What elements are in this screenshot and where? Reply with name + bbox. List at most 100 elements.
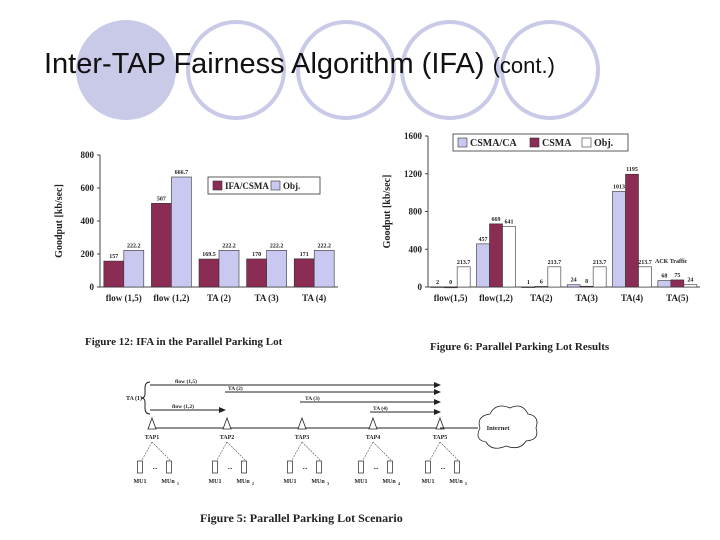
data-label: 1013 (613, 184, 625, 190)
decorative-circle-2 (186, 20, 286, 120)
slide-title-main: Inter-TAP Fairness Algorithm (IFA) (44, 48, 485, 80)
bar-obj (171, 176, 192, 288)
wireless-link (226, 441, 246, 461)
y-tick-label: 400 (81, 216, 95, 226)
tap-antenna-icon (147, 416, 157, 430)
data-label: 6 (540, 279, 543, 285)
mu-label: MUn (449, 479, 463, 485)
mu-label: MU1 (209, 479, 222, 485)
data-label: 507 (157, 196, 166, 202)
legend-swatch (457, 137, 468, 148)
mobile-user-icon (166, 460, 172, 474)
bar-obj (123, 250, 145, 288)
y-tick-label: 0 (418, 282, 423, 292)
bar-obj (547, 266, 562, 288)
data-label: 666.7 (175, 170, 189, 176)
legend-label: Obj. (283, 181, 300, 191)
internet-cloud-icon (477, 405, 538, 449)
figure6-caption: Figure 6: Parallel Parking Lot Results (430, 341, 610, 353)
x-tick-label: flow (1,2) (153, 293, 189, 303)
bar-csma (625, 173, 639, 288)
data-label: 222.2 (270, 243, 284, 249)
mu-label: MU1 (134, 479, 147, 485)
wireless-link (151, 441, 171, 461)
mu-label: MUn (382, 479, 396, 485)
mu-label: MUn (311, 479, 325, 485)
decorative-circle-4 (400, 20, 500, 120)
data-label: 75 (674, 273, 680, 279)
data-label: 2 (436, 280, 439, 286)
figure5-caption: Figure 5: Parallel Parking Lot Scenario (200, 511, 403, 525)
tap-label: TAP5 (433, 435, 448, 441)
x-tick-label: TA (2) (207, 293, 231, 303)
mobile-user-icon (241, 460, 247, 474)
mu-subscript: 4 (398, 481, 400, 486)
decorative-circle-5 (500, 20, 600, 120)
mu-label: MU1 (355, 479, 368, 485)
mobile-user-icon (316, 460, 322, 474)
flow-label: TA (4) (373, 405, 388, 412)
flow-label: TA (2) (228, 385, 243, 392)
y-tick-label: 0 (90, 282, 95, 292)
y-tick-label: 800 (81, 150, 95, 160)
data-label: 222.2 (127, 243, 141, 249)
legend-swatch (212, 180, 223, 191)
mu-label: MU1 (284, 479, 297, 485)
data-label: 222.2 (222, 243, 236, 249)
data-label: 170 (252, 252, 261, 258)
data-label: 24 (687, 278, 693, 284)
wireless-link (141, 441, 153, 461)
ack-traffic-annotation: ACK Traffic (655, 259, 688, 265)
data-label: 24 (571, 278, 577, 284)
legend-box (207, 176, 321, 195)
bar-csma (670, 279, 685, 288)
mu-dots: ... (228, 465, 233, 471)
ta1-brace (140, 381, 151, 415)
wireless-link (439, 441, 459, 461)
wireless-link (429, 441, 441, 461)
tap-label: TAP4 (366, 435, 381, 441)
legend-label: IFA/CSMA (225, 181, 269, 191)
tap-label: TAP1 (145, 435, 160, 441)
data-label: 171 (300, 252, 309, 258)
slide-title-suffix: (cont.) (492, 53, 555, 78)
bar-obj (502, 226, 516, 288)
wireless-link (291, 441, 303, 461)
tap-label: TAP2 (220, 435, 235, 441)
data-label: 213.7 (548, 260, 562, 266)
x-tick-label: TA(2) (530, 293, 552, 303)
tap-antenna-icon (297, 416, 307, 430)
ta1-label: TA (1) (126, 395, 142, 402)
mu-dots: ... (153, 465, 158, 471)
mu-dots: ... (303, 465, 308, 471)
y-tick-label: 1600 (404, 131, 423, 141)
x-tick-label: TA (3) (255, 293, 279, 303)
flow-label: flow (1,5) (175, 378, 197, 385)
data-label: 68 (661, 274, 667, 280)
decorative-circle-1 (76, 20, 176, 120)
data-label: 669 (492, 217, 501, 223)
bar-csma-ca (566, 284, 581, 288)
tap-label: TAP3 (295, 435, 310, 441)
x-tick-label: flow (1,5) (106, 293, 142, 303)
x-tick-label: TA(3) (575, 293, 597, 303)
mobile-user-icon (425, 460, 431, 474)
mu-label: MU1 (422, 479, 435, 485)
data-label: 8 (585, 279, 588, 285)
mu-label: MUn (236, 479, 250, 485)
mobile-user-icon (137, 460, 143, 474)
x-tick-label: flow(1,5) (434, 293, 468, 303)
data-label: 213.7 (593, 260, 607, 266)
flow-label: TA (3) (305, 395, 320, 402)
legend-swatch (529, 137, 540, 148)
data-label: 1 (527, 280, 530, 286)
data-label: 157 (109, 254, 118, 260)
mu-subscript: 1 (177, 481, 179, 486)
flow-label: flow (1,2) (172, 403, 194, 410)
data-label: 0 (449, 280, 452, 286)
bar-obj (218, 250, 240, 288)
data-label: 222.2 (317, 243, 331, 249)
data-label: 1195 (626, 167, 638, 173)
mu-subscript: 2 (252, 481, 254, 486)
